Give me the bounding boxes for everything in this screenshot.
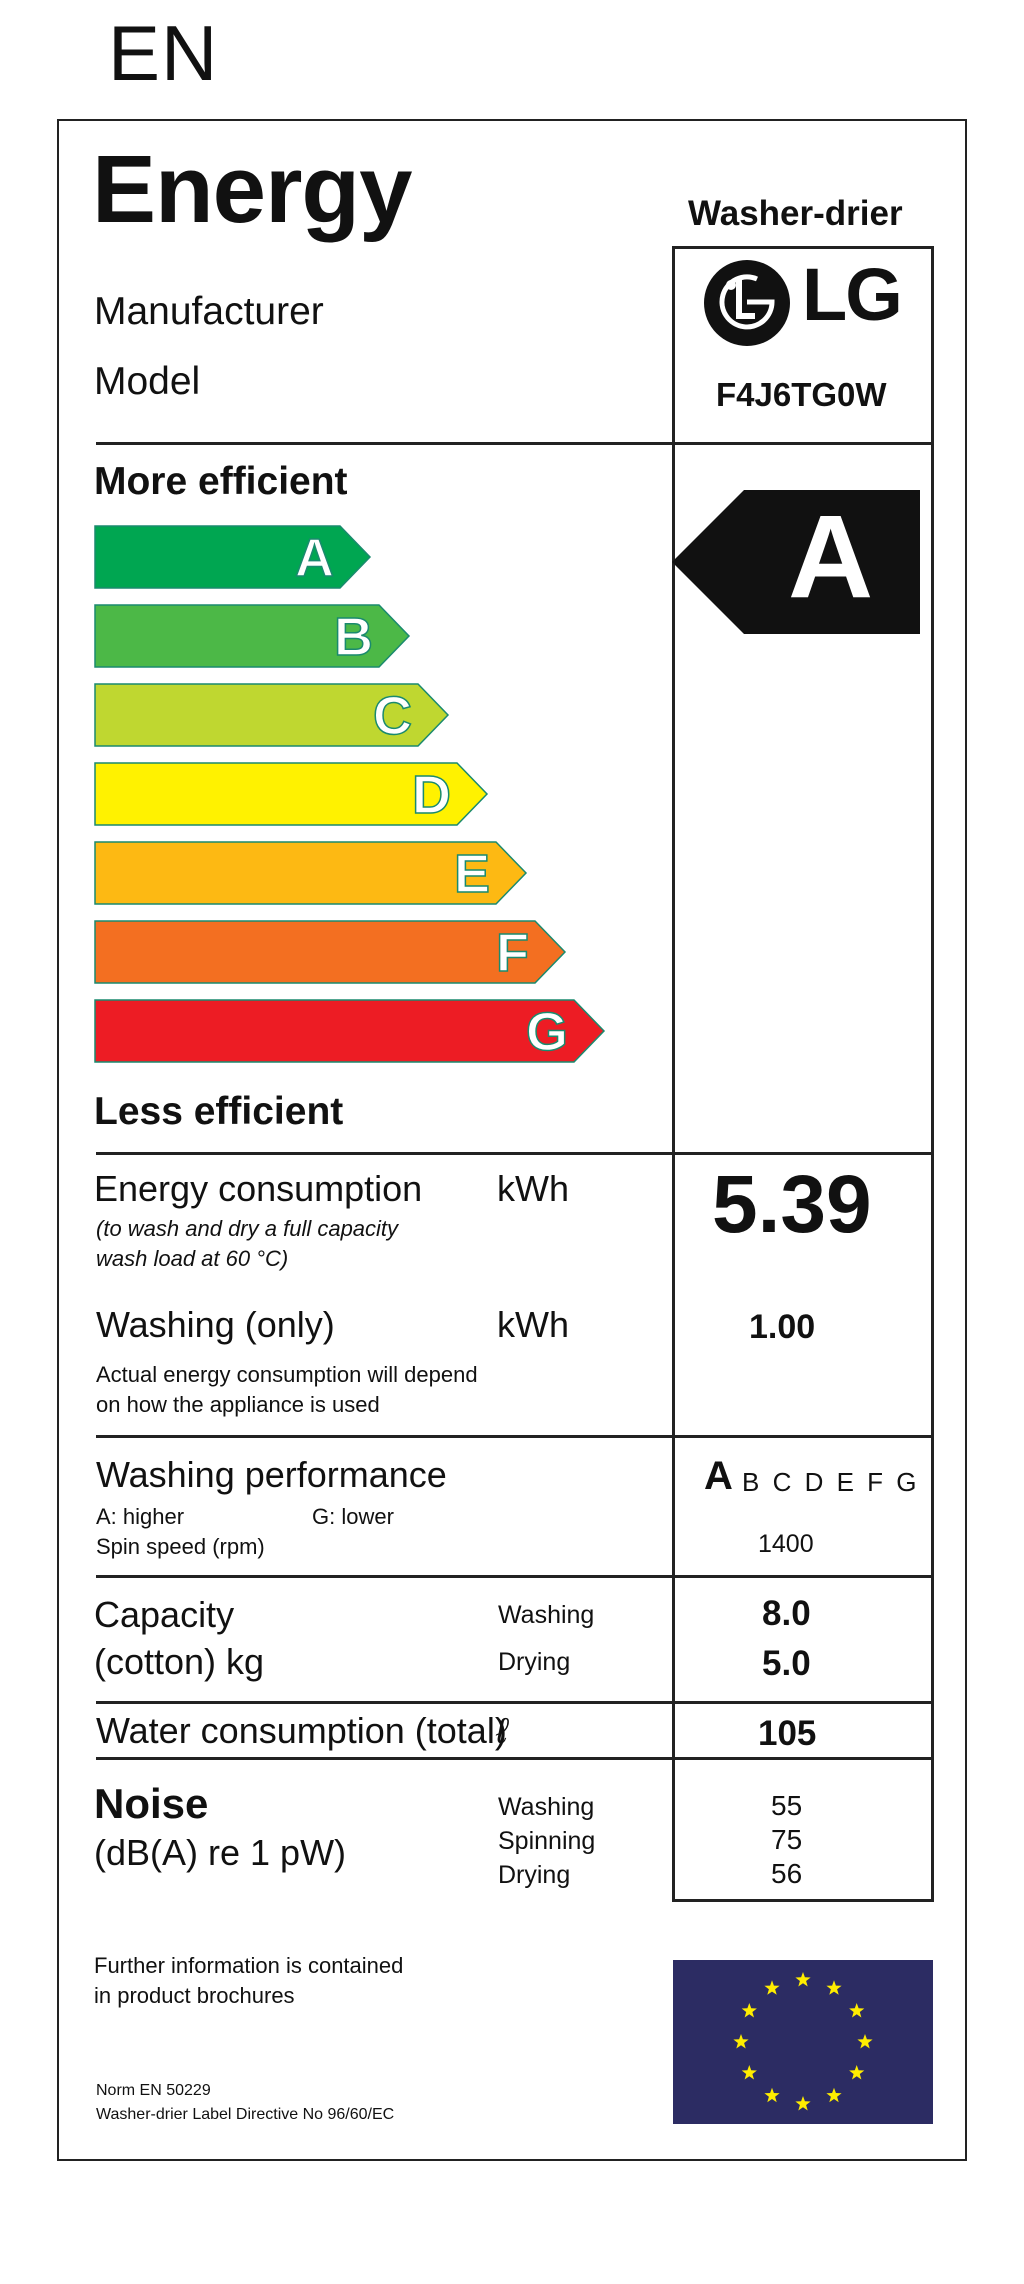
eu-flag-icon xyxy=(673,1960,933,2124)
divider xyxy=(96,442,934,445)
noise-washing-label: Washing xyxy=(498,1793,595,1821)
divider xyxy=(96,1757,934,1760)
eu-star-icon xyxy=(764,2087,780,2103)
washing-performance-label: Washing performance xyxy=(96,1454,447,1495)
washing-only-unit: kWh xyxy=(497,1304,569,1345)
noise-label: Noise xyxy=(94,1780,209,1827)
model-label: Model xyxy=(94,360,201,403)
efficiency-arrow-b xyxy=(94,604,411,668)
efficiency-letter-b: B xyxy=(334,607,373,667)
eu-star-icon xyxy=(733,2034,749,2049)
capacity-label: Capacity xyxy=(94,1594,235,1635)
energy-rating-letter: A xyxy=(788,491,874,623)
energy-label-frame xyxy=(57,119,967,2161)
divider xyxy=(672,1899,934,1902)
efficiency-arrow-c xyxy=(94,683,450,747)
divider xyxy=(672,246,675,1902)
water-consumption-label: Water consumption (total) xyxy=(96,1710,507,1751)
efficiency-letter-g: G xyxy=(526,1002,568,1062)
further-info: in product brochures xyxy=(94,1983,295,2008)
energy-consumption-note: wash load at 60 °C) xyxy=(96,1246,289,1271)
appliance-type: Washer-drier xyxy=(688,194,903,233)
divider xyxy=(96,1575,934,1578)
efficiency-letter-e: E xyxy=(454,844,490,904)
energy-consumption-value: 5.39 xyxy=(712,1159,872,1250)
performance-class-highlight: A xyxy=(704,1454,733,1498)
performance-higher: A: higher xyxy=(96,1504,185,1529)
efficiency-arrow-g xyxy=(94,999,606,1063)
efficiency-arrow-d xyxy=(94,762,489,826)
performance-lower: G: lower xyxy=(312,1504,394,1529)
noise-drying-value: 56 xyxy=(771,1858,803,1889)
noise-spinning-label: Spinning xyxy=(498,1827,596,1855)
further-info: Further information is contained xyxy=(94,1953,404,1978)
brand-logo-text: LG xyxy=(802,253,903,336)
capacity-washing-value: 8.0 xyxy=(762,1594,811,1633)
eu-star-icon xyxy=(741,2003,757,2018)
less-efficient-label: Less efficient xyxy=(94,1090,344,1133)
washing-only-note: Actual energy consumption will depend xyxy=(96,1362,478,1387)
washing-only-note: on how the appliance is used xyxy=(96,1392,380,1417)
eu-star-icon xyxy=(764,1980,780,1995)
language-code: EN xyxy=(108,9,219,97)
eu-star-icon xyxy=(849,2065,865,2080)
noise-unit: (dB(A) re 1 pW) xyxy=(94,1832,347,1873)
efficiency-arrow-a xyxy=(94,525,372,589)
washing-only-value: 1.00 xyxy=(749,1308,816,1346)
efficiency-arrow-e xyxy=(94,841,528,905)
capacity-unit: (cotton) kg xyxy=(94,1641,265,1682)
efficiency-letter-c: C xyxy=(373,686,412,746)
eu-star-icon xyxy=(795,1972,811,1987)
divider xyxy=(96,1152,934,1155)
energy-rating-arrow xyxy=(672,490,920,634)
washing-only-label: Washing (only) xyxy=(96,1304,335,1345)
manufacturer-label: Manufacturer xyxy=(94,290,324,333)
efficiency-letter-d: D xyxy=(412,765,451,825)
divider xyxy=(96,1435,934,1438)
lg-logo-icon xyxy=(702,258,792,348)
efficiency-arrow-f xyxy=(94,920,567,984)
eu-star-icon xyxy=(795,2096,811,2111)
eu-star-icon xyxy=(857,2034,873,2049)
energy-consumption-unit: kWh xyxy=(497,1168,569,1209)
capacity-drying-label: Drying xyxy=(498,1648,571,1676)
divider xyxy=(96,1701,934,1704)
norm-text: Norm EN 50229 xyxy=(96,2082,211,2099)
noise-spinning-value: 75 xyxy=(771,1824,803,1855)
capacity-drying-value: 5.0 xyxy=(762,1644,811,1683)
water-consumption-value: 105 xyxy=(758,1714,817,1753)
model-value: F4J6TG0W xyxy=(716,376,887,413)
performance-class-rest: B C D E F G xyxy=(742,1467,920,1497)
eu-star-icon xyxy=(826,2087,842,2103)
capacity-washing-label: Washing xyxy=(498,1601,595,1629)
eu-star-icon xyxy=(826,1980,842,1995)
eu-star-icon xyxy=(849,2003,865,2018)
efficiency-letter-a: A xyxy=(295,528,334,588)
directive-text: Washer-drier Label Directive No 96/60/EC xyxy=(96,2106,395,2123)
energy-consumption-label: Energy consumption xyxy=(94,1168,423,1209)
divider xyxy=(672,246,934,249)
spin-speed-value: 1400 xyxy=(758,1530,814,1558)
more-efficient-label: More efficient xyxy=(94,460,348,503)
noise-drying-label: Drying xyxy=(498,1861,571,1889)
energy-consumption-note: (to wash and dry a full capacity xyxy=(96,1216,399,1241)
water-unit: ℓ xyxy=(496,1710,508,1751)
spin-speed-label: Spin speed (rpm) xyxy=(96,1534,265,1559)
efficiency-letter-f: F xyxy=(496,923,529,983)
noise-washing-value: 55 xyxy=(771,1790,803,1821)
divider xyxy=(931,246,934,1902)
eu-star-icon xyxy=(741,2065,757,2080)
label-title: Energy xyxy=(92,136,412,243)
